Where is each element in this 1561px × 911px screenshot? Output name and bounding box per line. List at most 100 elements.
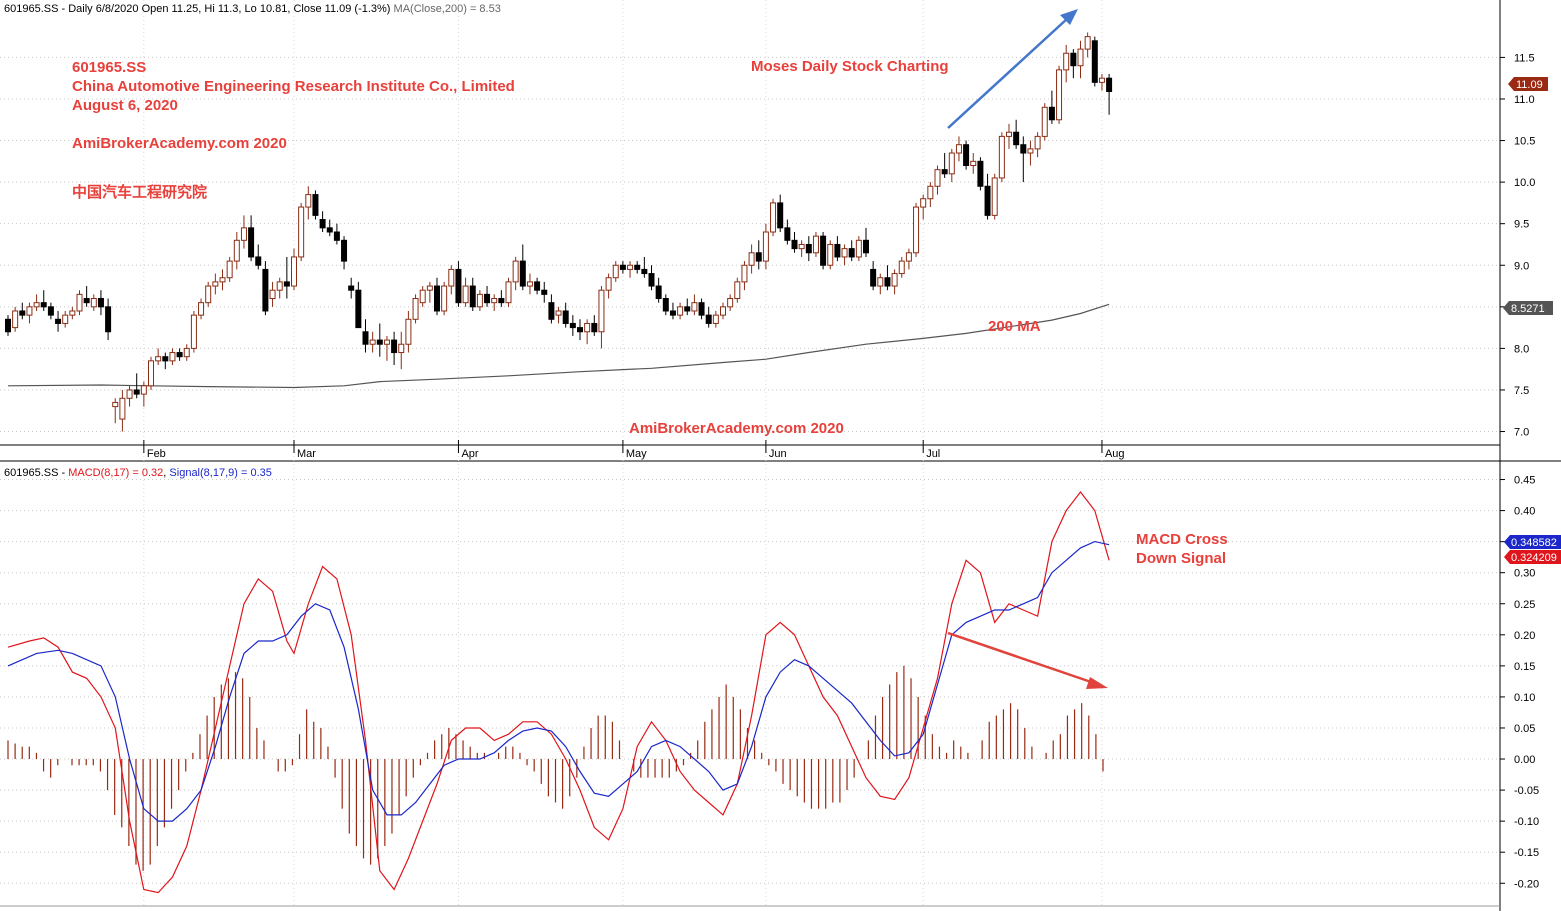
candle <box>476 290 483 311</box>
candle-body <box>863 239 869 254</box>
candle-body <box>312 194 319 216</box>
candle <box>1063 44 1070 83</box>
candle-body <box>169 352 176 362</box>
candle-body <box>1041 106 1048 137</box>
candle <box>977 157 984 191</box>
candle-body <box>76 293 83 312</box>
candle <box>90 294 97 311</box>
candle <box>105 298 112 341</box>
candle <box>705 306 712 328</box>
candle <box>991 173 998 220</box>
candle-body <box>569 322 576 329</box>
macd-header-signal: Signal(8,17,9) = 0.35 <box>169 467 271 479</box>
svg-text:8.5271: 8.5271 <box>1511 303 1545 315</box>
candle-body <box>998 135 1005 179</box>
candle <box>5 315 11 336</box>
candle <box>569 315 576 336</box>
annotation-watermark: AmiBrokerAcademy.com 2020 <box>629 420 844 437</box>
candle-body <box>291 256 297 287</box>
candle-body <box>927 185 934 200</box>
price-tick-label: 7.0 <box>1514 427 1529 439</box>
candle-body <box>140 385 147 395</box>
candle <box>441 281 448 316</box>
candle <box>591 315 598 336</box>
candle-body <box>712 314 719 324</box>
candle-body <box>355 289 362 329</box>
candle-body <box>455 268 462 304</box>
candle-body <box>584 322 591 333</box>
candle-body <box>333 231 340 241</box>
macd-histogram <box>7 665 1104 871</box>
price-tick-label: 8.0 <box>1514 343 1529 355</box>
candle <box>855 236 862 262</box>
candle-body <box>526 281 533 287</box>
candle-body <box>441 285 448 312</box>
candle <box>162 352 169 370</box>
down-arrow <box>947 631 1108 689</box>
candle <box>434 277 440 316</box>
candle-body <box>112 401 119 408</box>
candle-body <box>555 310 562 316</box>
candle <box>577 319 583 341</box>
svg-text:0.324209: 0.324209 <box>1511 552 1557 564</box>
candle-body <box>720 306 726 316</box>
candle <box>412 294 419 324</box>
candle-body <box>176 352 183 358</box>
x-tick-label: Jul <box>926 448 940 460</box>
candle <box>405 310 412 353</box>
candle-body <box>691 302 698 312</box>
macd-tick-label: -0.10 <box>1514 816 1539 828</box>
candle <box>534 277 541 295</box>
candle-body <box>1013 131 1020 146</box>
candlesticks <box>5 32 1113 432</box>
candle-body <box>920 198 927 208</box>
candle <box>777 194 784 232</box>
candle <box>319 211 326 232</box>
candle <box>469 277 476 311</box>
annotation-ticker: 601965.SS <box>72 59 146 76</box>
candle <box>19 302 26 320</box>
candle-body <box>955 144 962 154</box>
candle-body <box>748 252 755 266</box>
candle <box>12 306 19 332</box>
candle <box>212 273 219 295</box>
candle <box>755 240 762 270</box>
candle-body <box>934 169 941 187</box>
candle <box>198 298 205 320</box>
candle-body <box>198 302 205 316</box>
candle <box>820 232 827 270</box>
candle-body <box>205 285 212 304</box>
candle-body <box>298 206 305 258</box>
candle-body <box>348 285 355 291</box>
macd-header-macd: MACD(8,17) = 0.32 <box>68 467 163 479</box>
candle <box>348 277 355 299</box>
candle-body <box>970 160 977 166</box>
candle <box>691 294 698 316</box>
candle-body <box>541 289 548 295</box>
header-symbol: 601965.SS <box>4 3 58 15</box>
candle <box>1006 123 1012 149</box>
header-ma: MA(Close,200) = 8.53 <box>390 3 500 15</box>
macd-header-symbol: 601965.SS <box>4 467 58 479</box>
price-tick-label: 7.5 <box>1514 385 1529 397</box>
candle-body <box>641 268 648 275</box>
candle <box>333 223 340 245</box>
candle <box>684 298 691 316</box>
candle-body <box>498 298 505 304</box>
candle-body <box>548 302 555 320</box>
candle <box>841 244 848 266</box>
candle <box>555 306 562 324</box>
candle-body <box>12 310 19 329</box>
candle <box>1056 65 1063 124</box>
macd-tick-label: 0.25 <box>1514 599 1535 611</box>
candle-body <box>512 260 519 283</box>
candle-body <box>877 277 884 287</box>
candle-body <box>941 169 948 175</box>
candle <box>605 273 612 299</box>
candle <box>255 244 262 270</box>
price-tick-label: 10.0 <box>1514 177 1535 189</box>
macd-gridlines <box>0 479 1500 884</box>
macd-tick-label: 0.30 <box>1514 568 1535 580</box>
candle <box>298 202 305 262</box>
candle <box>398 331 405 370</box>
